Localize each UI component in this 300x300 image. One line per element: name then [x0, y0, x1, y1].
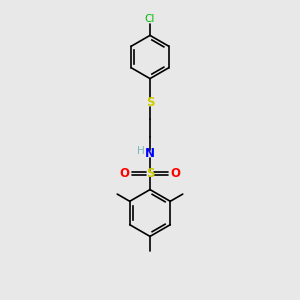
Text: H: H — [136, 146, 144, 156]
Text: O: O — [170, 167, 181, 180]
Text: O: O — [119, 167, 130, 180]
Text: N: N — [145, 147, 155, 160]
Text: S: S — [146, 95, 154, 109]
Text: S: S — [146, 167, 154, 180]
Text: Cl: Cl — [145, 14, 155, 24]
